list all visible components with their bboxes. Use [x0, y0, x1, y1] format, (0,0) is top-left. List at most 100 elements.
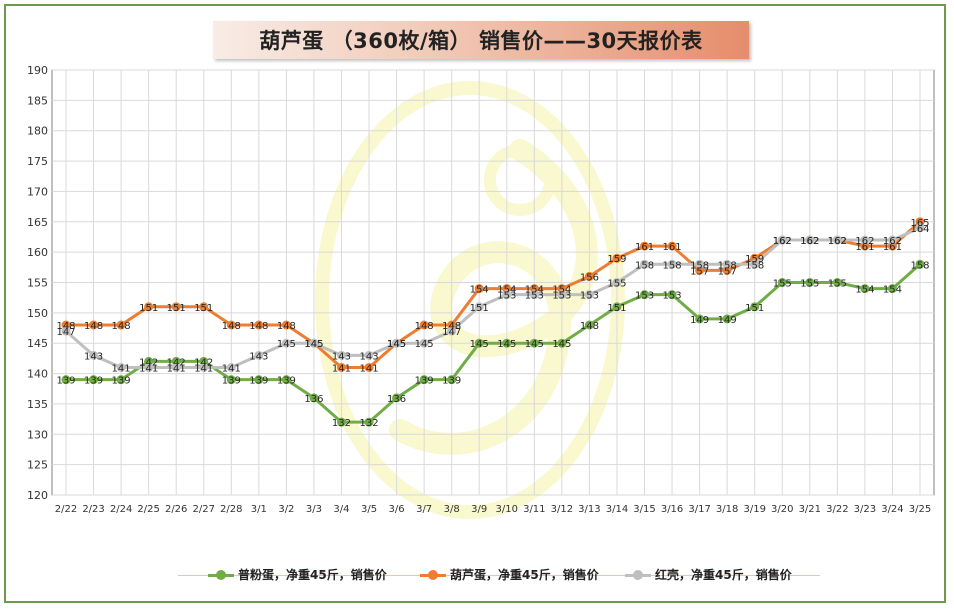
series-1-data-label: 139 [249, 376, 268, 387]
series-1-point [529, 338, 539, 348]
series-1-data-label: 142 [139, 357, 158, 368]
series-3-data-label: 164 [910, 224, 929, 235]
series-3-point [171, 363, 181, 372]
series-2-point [419, 320, 429, 330]
y-tick-label: 155 [27, 277, 48, 290]
series-2-data-label: 161 [635, 242, 654, 253]
series-1-data-label: 132 [359, 418, 378, 429]
x-tick-label: 2/22 [55, 504, 77, 515]
series-3-data-label: 143 [359, 351, 378, 362]
series-line-1 [66, 263, 921, 424]
series-3-data-label: 158 [718, 260, 737, 271]
x-tick-label: 2/27 [193, 504, 215, 515]
series-line-3 [65, 226, 921, 369]
series-1-data-label: 153 [663, 291, 682, 302]
x-tick-label: 3/18 [716, 504, 738, 515]
series-3-point [309, 338, 319, 348]
series-1-point [254, 375, 264, 385]
legend: 普粉蛋，净重45斤，销售价 葫芦蛋，净重45斤，销售价 红壳，净重45斤，销售价 [170, 563, 820, 587]
series-2-data-label: 157 [718, 266, 737, 277]
x-tick-label: 3/10 [496, 504, 518, 515]
series-1-data-label: 155 [773, 279, 792, 290]
series-3-data-label: 145 [277, 339, 296, 350]
series-1-data-label: 139 [222, 376, 241, 387]
series-2-data-label: 161 [883, 242, 902, 253]
series-1-point [695, 314, 705, 324]
series-2-data-label: 162 [773, 236, 792, 247]
series-3-point [584, 290, 594, 300]
series-3-point [116, 363, 126, 372]
series-1-data-label: 145 [552, 339, 571, 350]
series-3-point [667, 259, 677, 269]
y-tick-label: 180 [27, 125, 48, 138]
x-tick-label: 3/15 [633, 504, 655, 515]
series-1-point [336, 417, 346, 427]
y-tick-label: 165 [27, 216, 48, 229]
series-3-data-label: 162 [773, 236, 792, 247]
series-2-point [612, 253, 622, 263]
series-1-point [474, 338, 484, 348]
series-3-point [61, 326, 71, 336]
series-2-data-label: 157 [690, 266, 709, 277]
series-3-data-label: 158 [745, 260, 764, 271]
series-3-data-label: 158 [635, 260, 654, 271]
series-2-data-label: 151 [139, 303, 158, 314]
series-3-point [832, 235, 842, 245]
x-tick-label: 3/16 [661, 504, 683, 515]
series-3-data-label: 145 [415, 339, 434, 350]
series-3-point [557, 290, 567, 300]
series-1-data-label: 142 [167, 357, 186, 368]
series-1-point [584, 320, 594, 330]
series-3-data-label: 143 [332, 351, 351, 362]
series-3-data-label: 153 [580, 291, 599, 302]
series-1-data-label: 151 [745, 303, 764, 314]
grid-lines [51, 69, 935, 496]
y-tick-label: 135 [27, 398, 48, 411]
series-2-data-label: 148 [222, 321, 241, 332]
series-2-data-label: 154 [470, 285, 489, 296]
data-labels: 139 139 139 142 142 142 139 139 139 136 132 132 136 1… [56, 218, 929, 429]
series-1-data-label: 132 [332, 418, 351, 429]
x-tick-label: 3/13 [578, 504, 600, 515]
series-1-point [612, 302, 622, 312]
series-layer [61, 217, 925, 427]
series-2-data-label: 145 [387, 339, 406, 350]
y-tick-label: 140 [27, 368, 48, 381]
series-1-data-label: 139 [84, 376, 103, 387]
legend-marker-series-3 [625, 567, 651, 583]
series-1-data-label: 155 [828, 279, 847, 290]
legend-item-series-2: 葫芦蛋，净重45斤，销售价 [420, 566, 599, 583]
series-1-data-label: 148 [580, 321, 599, 332]
x-tick-label: 3/14 [606, 504, 628, 515]
series-1-point [502, 338, 512, 348]
series-3-data-label: 141 [194, 364, 213, 375]
series-1-point [116, 375, 126, 385]
series-2-point [640, 241, 650, 251]
series-2-point [584, 271, 594, 281]
series-2-data-label: 145 [304, 339, 323, 350]
series-1-data-label: 149 [690, 315, 709, 326]
series-3-point [805, 235, 815, 245]
x-tick-label: 2/25 [137, 504, 159, 515]
series-1-data-label: 139 [277, 376, 296, 387]
series-1-data-label: 139 [56, 376, 75, 387]
series-3-data-label: 162 [855, 236, 874, 247]
series-3-point [612, 278, 622, 287]
y-tick-label: 145 [27, 337, 48, 350]
x-tick-label: 2/24 [110, 504, 132, 515]
series-3-data-label: 153 [525, 291, 544, 302]
series-2-data-label: 161 [855, 242, 874, 253]
series-3-data-label: 141 [139, 364, 158, 375]
series-3-data-label: 147 [442, 327, 461, 338]
series-3-point [474, 302, 484, 312]
x-tick-label: 3/3 [306, 504, 322, 515]
series-1-point [392, 393, 402, 403]
series-1-point [640, 290, 650, 300]
series-3-point [144, 363, 154, 372]
x-tick-label: 3/24 [881, 504, 903, 515]
series-3-data-label: 155 [607, 279, 626, 290]
series-3-data-label: 147 [56, 327, 75, 338]
series-2-data-label: 154 [497, 285, 516, 296]
series-2-data-label: 148 [249, 321, 268, 332]
